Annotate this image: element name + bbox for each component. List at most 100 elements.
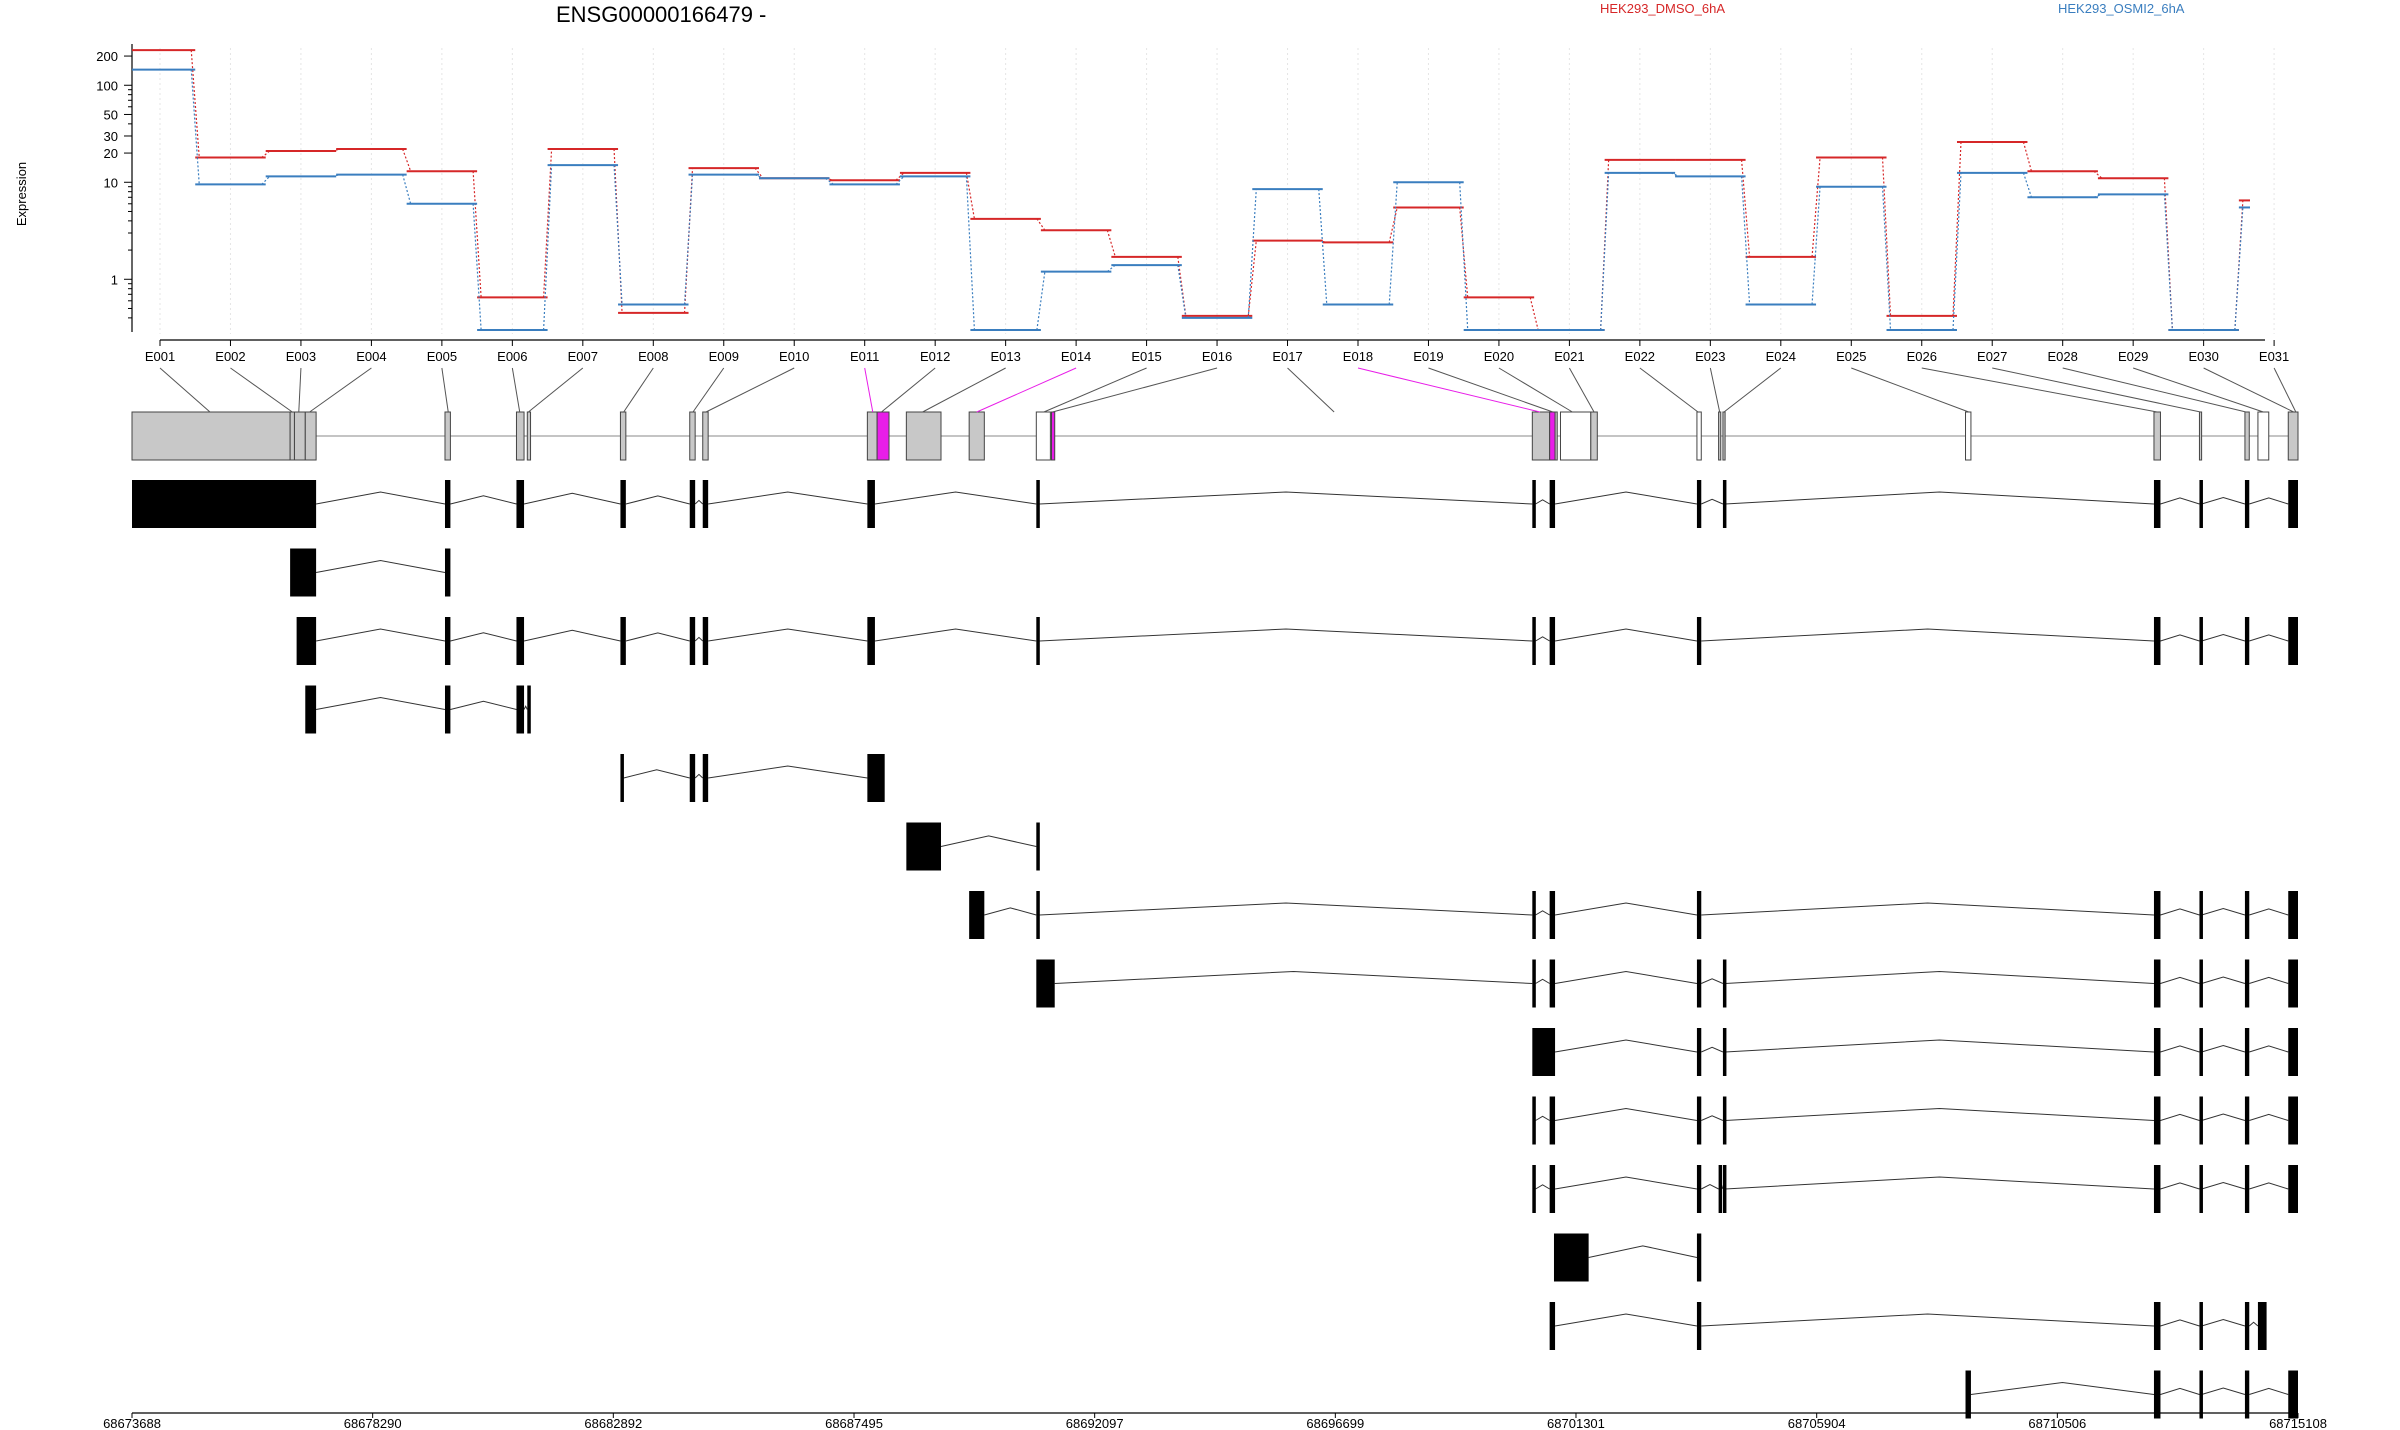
intron-line <box>1970 1381 2155 1395</box>
x-tick-label: E019 <box>1413 349 1443 364</box>
transcript-exon <box>2244 1165 2250 1213</box>
intron-line <box>1725 1107 2154 1121</box>
intron-line <box>625 632 690 642</box>
transcript-exon <box>1696 617 1702 665</box>
intron-line <box>708 491 868 505</box>
transcript-exon <box>1036 959 1055 1008</box>
transcript-exon <box>2288 891 2298 939</box>
intron-line <box>316 696 446 710</box>
exon-connector <box>881 367 936 413</box>
transcript <box>1532 1165 2298 1213</box>
intron-line <box>2249 1113 2289 1121</box>
intron-line <box>2160 1182 2200 1190</box>
intron-line <box>625 495 690 505</box>
transcript-exon <box>1532 959 1536 1008</box>
series-connector <box>2022 141 2033 172</box>
exon-block <box>1696 411 1702 461</box>
intron-line <box>2249 908 2289 916</box>
x-tick-label: E024 <box>1766 349 1796 364</box>
transcript-exon <box>2153 1096 2161 1145</box>
series-connector <box>1952 141 1962 316</box>
exon-connector <box>2062 367 2247 413</box>
transcript-exon <box>1965 1370 1971 1419</box>
transcript-exon <box>1696 1233 1702 1282</box>
intron-line <box>1554 491 1698 505</box>
transcript-exon <box>2244 1370 2250 1419</box>
x-tick-label: E023 <box>1695 349 1725 364</box>
transcript-exon <box>620 617 626 665</box>
genomic-tick-label: 68673688 <box>103 1416 161 1430</box>
transcript-exon <box>2199 1302 2203 1350</box>
transcript-exon <box>1722 1028 1727 1076</box>
transcript <box>305 685 531 734</box>
y-tick-label: 10 <box>104 175 118 190</box>
transcript-exon <box>2153 959 2161 1008</box>
transcript-exon <box>2153 1165 2161 1213</box>
exon-block <box>866 411 878 461</box>
intron-line <box>1535 978 1550 984</box>
exon-block <box>1554 411 1558 461</box>
transcript-exon <box>1696 1302 1702 1350</box>
intron-line <box>1701 978 1724 984</box>
y-tick-label: 20 <box>104 146 118 161</box>
series-connector <box>190 50 200 158</box>
legend-item-osmi2: HEK293_OSMI2_6hA <box>2058 1 2185 16</box>
exon-connector <box>1639 367 1699 413</box>
intron-line <box>450 632 517 642</box>
transcript-exon <box>516 685 525 734</box>
transcript-exon <box>1036 617 1040 665</box>
intron-line <box>2160 1113 2200 1121</box>
intron-line <box>984 907 1037 916</box>
transcript-exon <box>290 548 317 597</box>
transcript-exon <box>2153 480 2161 528</box>
transcript-exon <box>867 754 885 802</box>
intron-line <box>2249 1182 2289 1190</box>
exon-block <box>1590 411 1598 461</box>
transcript-exon <box>620 754 624 802</box>
transcript-exon <box>1532 1165 1536 1213</box>
transcript-exon <box>1532 617 1536 665</box>
exon-connector <box>1428 367 1554 413</box>
intron-line <box>1054 970 1533 984</box>
transcript-exon <box>1549 1028 1556 1076</box>
exon-block <box>293 411 306 461</box>
transcript-exon <box>2199 1370 2203 1419</box>
intron-line <box>1725 1176 2154 1190</box>
exon-block <box>526 411 532 461</box>
intron-line <box>1535 1184 1550 1190</box>
x-tick-label: E004 <box>356 349 386 364</box>
transcript <box>296 617 2298 665</box>
transcript-exon <box>2288 1096 2298 1145</box>
intron-line <box>708 628 868 642</box>
transcript-exon <box>867 480 875 528</box>
exon-block <box>2287 411 2299 461</box>
transcript-exon <box>1532 1028 1552 1076</box>
exon-block <box>1035 411 1051 461</box>
transcript-exon <box>1722 1165 1727 1213</box>
transcript <box>969 891 2298 939</box>
transcript-exon <box>444 685 451 734</box>
transcript <box>132 480 2298 528</box>
transcript-exon <box>906 822 942 871</box>
intron-line <box>2160 1319 2200 1327</box>
series-dmso <box>132 49 2250 331</box>
x-tick-label: E002 <box>215 349 245 364</box>
transcript <box>620 754 885 802</box>
series-connector <box>1106 230 1116 258</box>
transcript-exon <box>2153 1370 2161 1419</box>
series-connector <box>1881 157 1892 316</box>
exon-block <box>968 411 985 461</box>
y-tick-label: 50 <box>104 107 118 122</box>
intron-line <box>874 491 1037 505</box>
genomic-tick-label: 68696699 <box>1306 1416 1364 1430</box>
transcript-exon <box>702 754 709 802</box>
intron-line <box>1554 902 1698 916</box>
transcript-exon <box>2288 480 2298 528</box>
exon-connector <box>309 367 372 413</box>
exon-connector <box>1723 367 1782 413</box>
intron-line <box>2201 497 2246 505</box>
series-connector <box>754 174 764 179</box>
intron-line <box>2160 634 2200 642</box>
x-tick-label: E007 <box>568 349 598 364</box>
transcript-exon <box>689 754 696 802</box>
